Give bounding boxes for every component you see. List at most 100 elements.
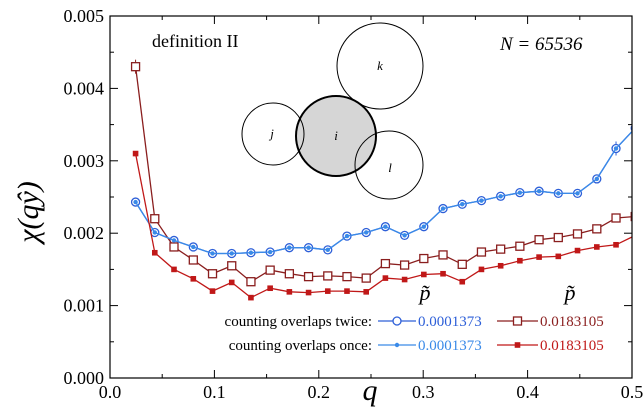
data-point xyxy=(399,260,410,270)
x-tick-label: 0.2 xyxy=(308,382,331,402)
data-point xyxy=(171,238,177,243)
data-point xyxy=(594,176,600,182)
data-point xyxy=(286,289,293,295)
circle-label-i: i xyxy=(334,128,338,143)
data-point xyxy=(419,253,429,264)
data-point xyxy=(380,258,391,269)
data-point xyxy=(209,288,216,294)
data-point xyxy=(151,249,158,256)
series-twice-1 xyxy=(130,59,632,287)
data-point xyxy=(191,244,196,250)
x-tick-label: 0.0 xyxy=(99,382,122,402)
data-point xyxy=(383,224,388,229)
y-tick-label: 0.002 xyxy=(64,223,105,243)
data-point xyxy=(132,150,139,157)
data-point xyxy=(227,261,237,271)
data-point xyxy=(133,199,138,205)
legend-entry-twice-large: 0.0183105 xyxy=(540,314,604,330)
data-point xyxy=(592,224,602,234)
axes xyxy=(109,15,633,379)
data-point xyxy=(572,229,583,239)
legend-twice-label: counting overlaps twice: xyxy=(225,314,372,330)
y-tick-label: 0.000 xyxy=(64,368,105,388)
series-once-3 xyxy=(132,150,638,301)
y-tick-label: 0.001 xyxy=(64,296,105,316)
data-point xyxy=(363,289,369,295)
data-point xyxy=(169,242,179,252)
data-point xyxy=(457,259,467,269)
legend-entry-once-small: 0.0001373 xyxy=(418,338,482,354)
x-tick-label: 0.1 xyxy=(203,382,226,402)
definition-label: definition II xyxy=(152,31,238,51)
data-point xyxy=(594,244,600,250)
data-point xyxy=(478,266,485,273)
data-point xyxy=(344,288,350,294)
legend-entry-twice-small: 0.0001373 xyxy=(418,314,482,330)
y-tick-label: 0.004 xyxy=(64,78,105,98)
data-point xyxy=(613,146,619,151)
circle-i xyxy=(295,95,377,177)
data-point xyxy=(305,289,312,296)
series-once-2 xyxy=(133,130,632,256)
y-axis-label: χ(qŷ) xyxy=(12,181,45,246)
data-point xyxy=(325,247,330,253)
data-point xyxy=(536,254,542,260)
x-tick-label: 0.5 xyxy=(621,382,644,402)
data-point xyxy=(515,241,525,251)
data-point xyxy=(210,251,215,256)
data-point xyxy=(402,233,407,238)
data-point xyxy=(265,265,275,275)
data-point xyxy=(613,241,619,248)
data-point xyxy=(284,269,295,279)
data-point xyxy=(632,233,638,239)
circle-j xyxy=(241,102,305,166)
data-point xyxy=(421,224,427,229)
legend-marker xyxy=(512,316,523,326)
data-point xyxy=(303,271,314,282)
circle-label-k: k xyxy=(377,58,383,73)
data-point xyxy=(188,255,198,265)
data-point xyxy=(574,247,581,254)
data-point xyxy=(438,250,448,260)
data-point xyxy=(190,276,197,282)
legend: p̃ p̃ counting overlaps twice: counting … xyxy=(225,280,604,354)
overlap-diagram: j i k l xyxy=(241,22,424,200)
data-point xyxy=(440,270,446,277)
x-tick-label: 0.4 xyxy=(516,382,539,402)
data-point xyxy=(556,191,561,196)
x-axis-label: q xyxy=(363,374,378,407)
data-point xyxy=(248,250,254,255)
plot-content xyxy=(130,59,638,301)
data-point xyxy=(324,288,331,294)
data-point xyxy=(382,275,389,281)
legend-marker xyxy=(394,342,400,348)
data-point xyxy=(421,271,427,278)
data-point xyxy=(460,202,465,207)
data-point xyxy=(267,285,273,292)
data-point xyxy=(287,245,292,250)
data-point xyxy=(248,294,254,301)
data-point xyxy=(497,262,504,269)
data-point xyxy=(267,249,273,255)
circle-l xyxy=(354,130,424,200)
data-point xyxy=(228,279,235,286)
data-point xyxy=(534,235,544,245)
data-point xyxy=(611,213,621,223)
data-point xyxy=(401,276,408,283)
data-point xyxy=(171,266,177,273)
data-point xyxy=(459,278,466,285)
data-point xyxy=(306,245,311,250)
data-point xyxy=(555,253,562,260)
y-tick-label: 0.003 xyxy=(64,151,105,171)
data-point xyxy=(575,191,580,196)
tick-labels: 0.0 0.1 0.2 0.3 0.4 0.5 0.000 0.001 0.002 0.003 0.… xyxy=(64,6,644,402)
legend-marker xyxy=(392,316,402,326)
data-point xyxy=(344,233,350,239)
legend-header-p: p̃ xyxy=(563,280,576,305)
circle-label-j: j xyxy=(268,126,274,141)
data-point xyxy=(517,190,523,195)
data-point xyxy=(440,206,446,211)
data-point xyxy=(246,277,256,287)
data-point xyxy=(536,189,542,194)
